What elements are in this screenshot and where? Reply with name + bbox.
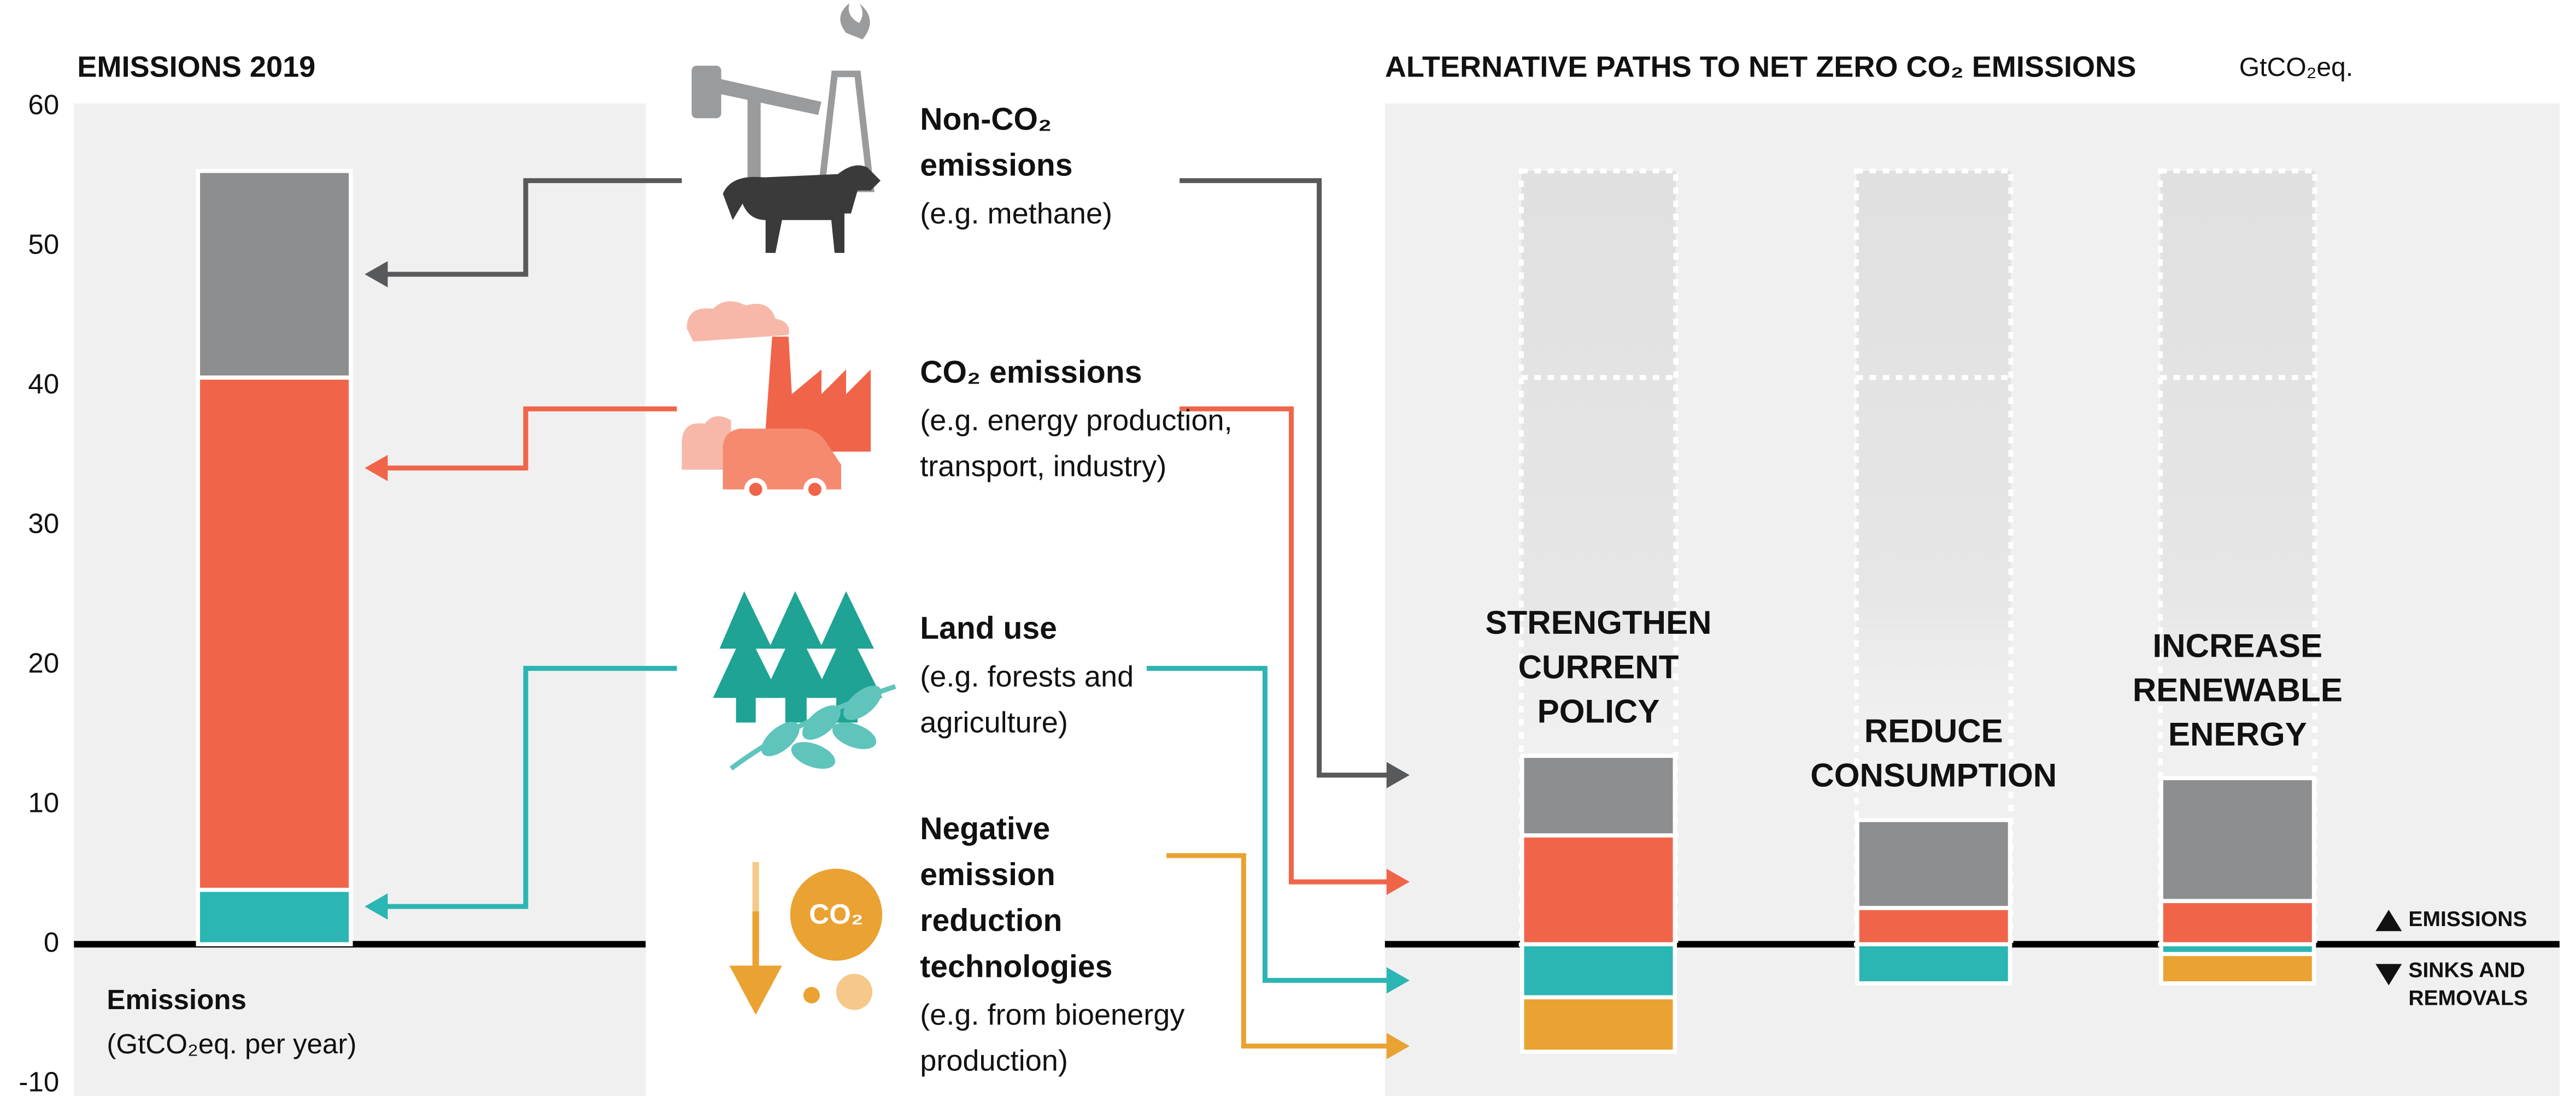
bar-segment [198, 890, 351, 945]
legend-description: (e.g. methane) [920, 191, 1248, 237]
category-label: INCREASE RENEWABLE ENERGY [2114, 561, 2361, 758]
icon-co2 [730, 862, 883, 1015]
legend-entry: Negative emission reduction technologies… [920, 808, 1298, 1096]
y-tick-label: 20 [28, 647, 59, 679]
left-title: EMISSIONS 2019 [77, 51, 315, 84]
y-tick-label: 50 [28, 228, 59, 260]
bar-segment [1522, 944, 1675, 997]
category-label: STRENGTHEN CURRENT POLICY [1475, 539, 1722, 736]
bar-segment [2161, 901, 2314, 944]
bar-segment [198, 378, 351, 890]
page: EMISSIONS 2019 ALTERNATIVE PATHS TO NET … [0, 0, 2576, 1096]
y-tick-label: 0 [44, 927, 59, 958]
bar-segment [1522, 756, 1675, 835]
bar-segment [1857, 908, 2010, 944]
bar-segment [2161, 778, 2314, 901]
legend-name: Land use [920, 608, 1248, 653]
annotation: EMISSIONS [2408, 905, 2565, 933]
y-tick-label: -10 [19, 1066, 59, 1096]
legend-description: (e.g. energy production, transport, indu… [920, 397, 1248, 489]
icon-trees [713, 591, 896, 774]
legend-entry: Non-CO₂ emissions(e.g. methane) [920, 98, 1298, 394]
legend-entry: CO₂ emissions(e.g. energy production, tr… [920, 351, 1298, 647]
legend-name: CO₂ emissions [920, 351, 1281, 397]
bar-segment [1522, 997, 1675, 1052]
bar-segment [1857, 944, 2010, 983]
right-unit: GtCO₂eq. [2239, 52, 2353, 82]
y-axis-label: Emissions [107, 984, 247, 1015]
bar-segment [2161, 954, 2314, 983]
category-label-box: STRENGTHEN CURRENT POLICY [1434, 539, 1763, 736]
bar-segment [1522, 835, 1675, 944]
y-tick-label: 10 [28, 787, 59, 818]
category-label: REDUCE CONSUMPTION [1810, 603, 2057, 800]
infographic: EMISSIONS 2019 ALTERNATIVE PATHS TO NET … [0, 0, 2576, 1096]
legend-description: (e.g. forests and agriculture) [920, 653, 1166, 745]
bar-segment [1857, 820, 2010, 908]
category-label-box: INCREASE RENEWABLE ENERGY [2073, 561, 2402, 758]
legend-name: Negative emission reduction technologies [920, 808, 1150, 992]
y-axis-unit: (GtCO₂eq. per year) [107, 1028, 356, 1059]
bar-segment [198, 171, 351, 378]
icon-oil-cow [691, 3, 881, 253]
y-tick-label: 40 [28, 368, 59, 399]
icon-label: CO₂ [809, 899, 863, 930]
icon-factory-car [682, 301, 871, 500]
y-tick-label: 60 [28, 89, 59, 120]
legend-description: (e.g. from bioenergy production) [920, 992, 1240, 1083]
annotation: SINKS AND REMOVALS [2408, 956, 2565, 1011]
category-label-box: REDUCE CONSUMPTION [1769, 603, 2098, 800]
right-title: ALTERNATIVE PATHS TO NET ZERO CO₂ EMISSI… [1385, 51, 2136, 84]
legend-name: Non-CO₂ emissions [920, 98, 1101, 190]
y-tick-label: 30 [28, 508, 59, 539]
annotation-box: SINKS AND REMOVALS [2408, 956, 2565, 1021]
